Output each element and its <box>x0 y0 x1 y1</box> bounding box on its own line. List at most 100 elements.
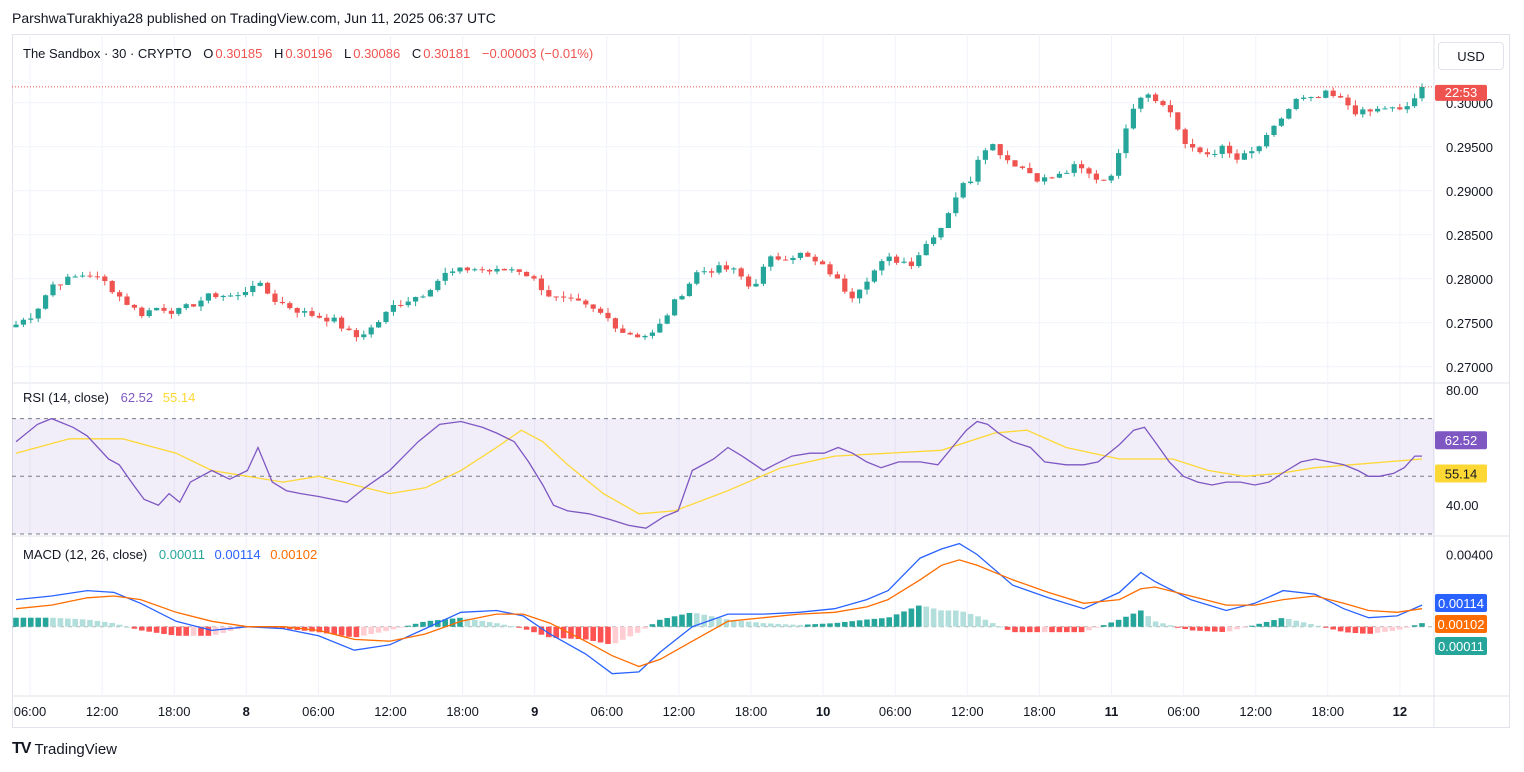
candle-body <box>753 283 759 287</box>
candle-body <box>575 298 581 301</box>
x-tick-label: 8 <box>243 704 250 719</box>
candle-body <box>43 295 49 309</box>
macd-badge-bg <box>1435 594 1487 612</box>
macd-hist-bar <box>1300 622 1307 627</box>
candle-body <box>72 276 78 278</box>
candle-body <box>1167 105 1173 113</box>
macd-hist-bar <box>797 624 804 627</box>
candle-body <box>294 308 300 313</box>
candle-body <box>413 296 419 302</box>
macd-hist-bar <box>368 626 374 635</box>
macd-hist-bar <box>620 626 626 640</box>
macd-hist-bar <box>531 626 537 633</box>
candle-body <box>605 312 611 319</box>
macd-hist-bar <box>87 619 93 627</box>
candle-body <box>635 334 641 338</box>
candle-body <box>257 282 263 286</box>
macd-hist-bar <box>1367 626 1373 634</box>
chart-frame <box>12 34 1510 728</box>
macd-hist-bar <box>102 621 108 627</box>
candle-body <box>945 213 951 229</box>
candle-body <box>864 281 870 290</box>
x-tick-label: 18:00 <box>446 704 479 719</box>
macd-hist-bar <box>412 623 419 627</box>
candle-body <box>228 295 234 297</box>
candle-body <box>1315 97 1321 99</box>
symbol-title[interactable]: The Sandbox · 30 · CRYPTO <box>23 46 192 61</box>
candle-body <box>1108 175 1114 181</box>
macd-hist-bar <box>694 613 700 627</box>
macd-hist-bar <box>1360 626 1366 634</box>
macd-hist-bar <box>20 617 27 627</box>
candle-body <box>561 296 567 298</box>
candle-body <box>723 265 729 270</box>
macd-hist-bar <box>738 620 744 627</box>
macd-hist-bar <box>1271 620 1277 627</box>
candle-body <box>302 311 308 313</box>
candle-body <box>117 292 123 297</box>
macd-hist-bar <box>664 617 670 627</box>
candle-body <box>50 284 56 296</box>
candle-body <box>657 323 663 333</box>
candle-body <box>1064 172 1070 174</box>
macd-hist-bar <box>1152 621 1159 627</box>
rsi-title[interactable]: RSI (14, close) <box>23 390 109 405</box>
candle-body <box>960 183 966 198</box>
candle-body <box>1308 97 1314 99</box>
low-value: 0.30086 <box>353 46 401 61</box>
macd-hist-bar <box>982 619 989 627</box>
macd-title[interactable]: MACD (12, 26, close) <box>23 547 148 562</box>
macd-hist-bar <box>94 620 101 627</box>
macd-hist-bar <box>494 623 500 627</box>
macd-hist-bar <box>1108 622 1114 627</box>
macd-hist-bar <box>597 626 604 643</box>
macd-hist-bar <box>1049 626 1055 633</box>
candle-body <box>509 269 515 271</box>
countdown-badge <box>1435 84 1487 101</box>
macd-hist-bar <box>1101 625 1107 627</box>
currency-button[interactable]: USD <box>1438 42 1504 70</box>
candle-body <box>501 268 507 271</box>
macd-hist-bar <box>686 612 693 627</box>
candle-body <box>139 307 145 317</box>
candle-body <box>849 291 855 299</box>
macd-hist-bar <box>1308 623 1314 627</box>
macd-hist-bar <box>849 621 855 627</box>
candle-body <box>1367 109 1373 112</box>
candle-body <box>1249 151 1255 154</box>
macd-hist-bar <box>1382 626 1388 632</box>
candle-body <box>709 271 715 273</box>
macd-hist-bar <box>590 626 596 641</box>
macd-hist-value: 0.00011 <box>158 547 205 562</box>
macd-signal-badge: 0.00102 <box>1438 617 1485 632</box>
macd-hist-bar <box>28 617 34 627</box>
macd-hist-bar <box>568 626 574 639</box>
macd-hist-bar <box>1419 623 1425 627</box>
candle-body <box>790 257 796 261</box>
macd-hist-bar <box>642 626 648 629</box>
macd-hist-bar <box>1167 625 1174 627</box>
rsi-ma-value: 55.14 <box>162 390 196 405</box>
x-tick-label: 06:00 <box>879 704 912 719</box>
macd-hist-bar <box>560 626 567 639</box>
candle-body <box>1345 97 1351 106</box>
candle-body <box>894 256 900 263</box>
macd-hist-bar <box>1278 618 1285 627</box>
macd-hist-bar <box>975 616 981 627</box>
macd-hist-bar <box>960 611 966 627</box>
tradingview-logo[interactable]: TV TradingView <box>12 740 117 758</box>
candle-body <box>1130 108 1136 129</box>
candle-body <box>1412 98 1418 107</box>
macd-hist-bar <box>168 626 175 636</box>
candle-body <box>1204 152 1210 155</box>
macd-hist-bar <box>938 610 944 627</box>
candle-body <box>938 228 944 238</box>
candle-body <box>953 197 959 214</box>
candle-body <box>390 305 396 312</box>
candle-body <box>968 181 974 184</box>
candle-body <box>28 318 34 320</box>
x-tick-label: 06:00 <box>302 704 335 719</box>
macd-hist-bar <box>331 626 337 635</box>
macd-hist-bar <box>383 626 389 632</box>
